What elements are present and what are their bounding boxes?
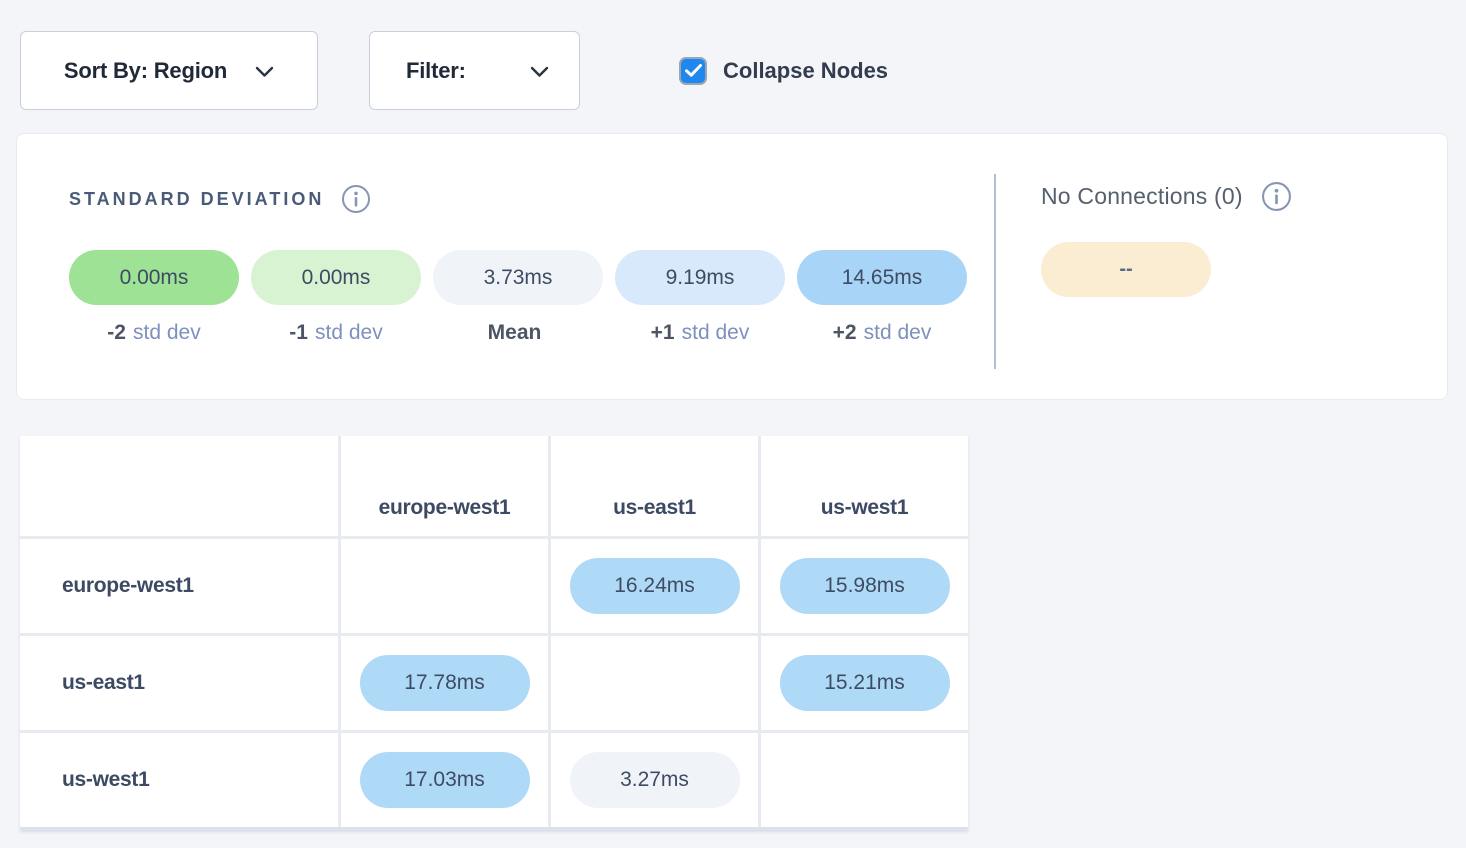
- column-header-us-east1: us-east1: [551, 436, 758, 536]
- info-icon[interactable]: [1261, 181, 1292, 212]
- column-header-label: us-west1: [820, 496, 909, 519]
- matrix-cell-empty: [551, 636, 758, 730]
- latency-pill[interactable]: 3.27ms: [569, 752, 740, 808]
- column-header-us-west1: us-west1: [761, 436, 968, 536]
- filter-dropdown[interactable]: Filter:: [369, 31, 580, 110]
- sort-by-dropdown[interactable]: Sort By: Region: [20, 31, 318, 110]
- latency-pill[interactable]: 17.03ms: [359, 752, 530, 808]
- matrix-cell[interactable]: 17.78ms: [341, 636, 548, 730]
- matrix-cell[interactable]: 17.03ms: [341, 733, 548, 827]
- checkbox-checked-icon[interactable]: [679, 56, 707, 85]
- no-connections-title: No Connections (0): [1041, 183, 1243, 209]
- legend-prefix: -2: [107, 321, 126, 344]
- legend-prefix: Mean: [487, 321, 542, 344]
- legend-pill-minus2: 0.00ms: [69, 250, 239, 305]
- legend-suffix: std dev: [863, 321, 932, 344]
- legend-prefix: +1: [650, 321, 675, 344]
- filter-label: Filter:: [406, 57, 466, 83]
- row-header-label: us-west1: [62, 768, 150, 791]
- matrix-cell[interactable]: 16.24ms: [551, 539, 758, 633]
- row-header-us-east1: us-east1: [20, 636, 338, 730]
- info-icon[interactable]: [341, 184, 371, 214]
- sort-by-label: Sort By: Region: [63, 57, 228, 83]
- latency-pill[interactable]: 15.21ms: [779, 655, 950, 711]
- legend-pill-plus2: 14.65ms: [797, 250, 967, 305]
- no-connections-pill: --: [1041, 242, 1211, 297]
- latency-matrix: europe-west1 us-east1 us-west1 europe-we…: [20, 436, 968, 830]
- std-dev-legend: 0.00ms -2 std dev 0.00ms -1 std dev 3.73…: [69, 250, 967, 345]
- legend-item-minus2: 0.00ms -2 std dev: [69, 250, 239, 345]
- legend-item-mean: 3.73ms Mean: [433, 250, 603, 345]
- legend-card: STANDARD DEVIATION 0.00ms -2 std dev 0.0…: [16, 133, 1448, 400]
- matrix-cell[interactable]: 3.27ms: [551, 733, 758, 827]
- legend-suffix: std dev: [314, 321, 383, 344]
- legend-item-minus1: 0.00ms -1 std dev: [251, 250, 421, 345]
- legend-suffix: std dev: [132, 321, 201, 344]
- row-header-us-west1: us-west1: [20, 733, 338, 827]
- standard-deviation-title: STANDARD DEVIATION: [69, 188, 325, 209]
- chevron-down-icon: [530, 66, 549, 78]
- matrix-corner-cell: [20, 436, 338, 536]
- latency-pill[interactable]: 15.98ms: [779, 558, 950, 614]
- collapse-nodes-label: Collapse Nodes: [723, 57, 889, 83]
- legend-prefix: +2: [832, 321, 857, 344]
- chevron-down-icon: [255, 66, 274, 78]
- matrix-cell[interactable]: 15.98ms: [761, 539, 968, 633]
- row-header-label: europe-west1: [62, 574, 194, 597]
- row-header-label: us-east1: [62, 671, 145, 694]
- standard-deviation-section: STANDARD DEVIATION 0.00ms -2 std dev 0.0…: [69, 184, 967, 345]
- row-header-europe-west1: europe-west1: [20, 539, 338, 633]
- latency-pill[interactable]: 16.24ms: [569, 558, 740, 614]
- toolbar: Sort By: Region Filter: Collapse Nodes: [20, 31, 1466, 110]
- legend-suffix: std dev: [681, 321, 750, 344]
- column-header-europe-west1: europe-west1: [341, 436, 548, 536]
- collapse-nodes-toggle[interactable]: Collapse Nodes: [679, 56, 889, 85]
- column-header-label: us-east1: [613, 496, 696, 519]
- legend-item-plus1: 9.19ms +1 std dev: [615, 250, 785, 345]
- matrix-cell-empty: [341, 539, 548, 633]
- matrix-cell[interactable]: 15.21ms: [761, 636, 968, 730]
- legend-pill-mean: 3.73ms: [433, 250, 603, 305]
- legend-item-plus2: 14.65ms +2 std dev: [797, 250, 967, 345]
- no-connections-section: No Connections (0) --: [1041, 181, 1292, 297]
- matrix-cell-empty: [761, 733, 968, 827]
- legend-pill-minus1: 0.00ms: [251, 250, 421, 305]
- legend-pill-plus1: 9.19ms: [615, 250, 785, 305]
- column-header-label: europe-west1: [378, 496, 511, 519]
- latency-pill[interactable]: 17.78ms: [359, 655, 530, 711]
- legend-prefix: -1: [289, 321, 308, 344]
- vertical-divider: [994, 174, 996, 369]
